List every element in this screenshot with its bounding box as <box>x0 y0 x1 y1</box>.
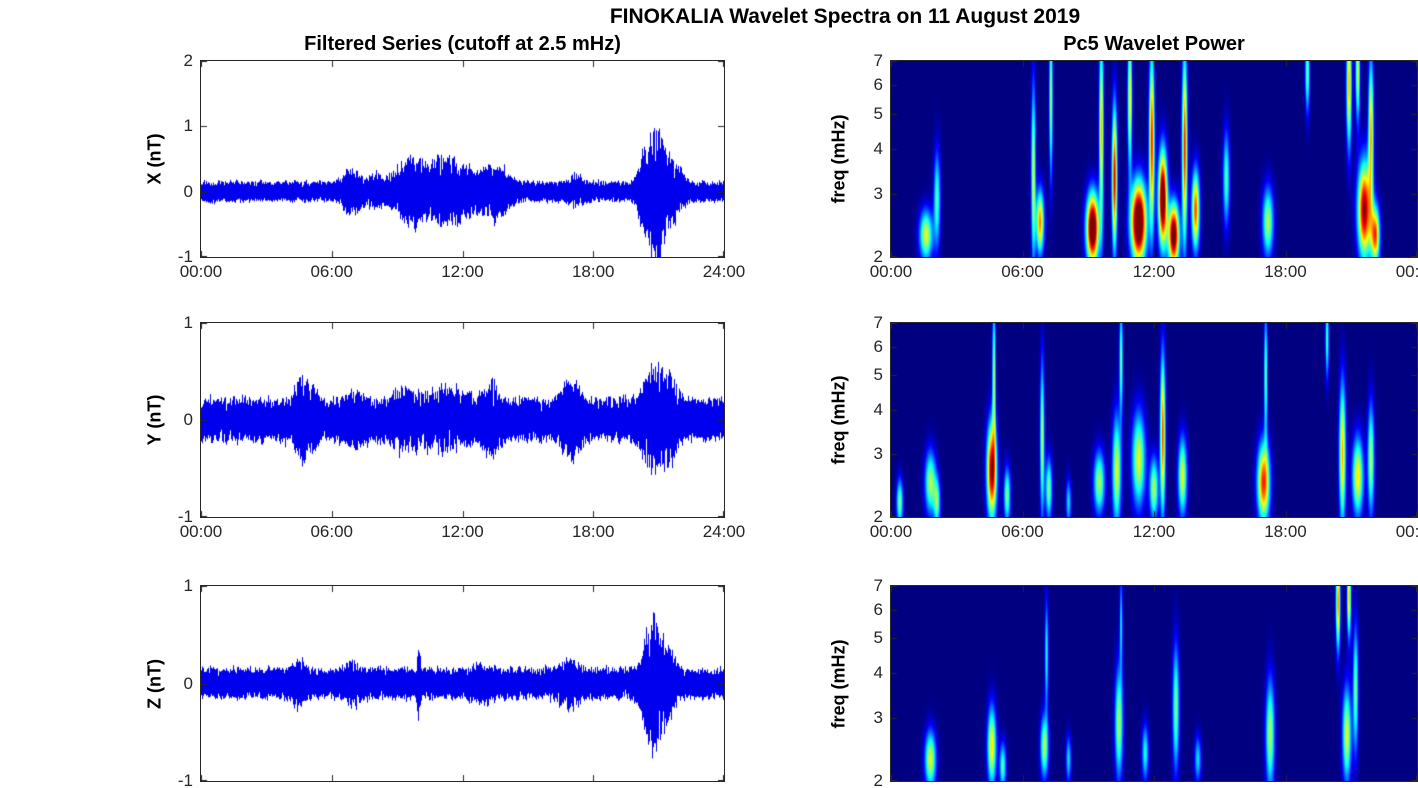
x-tick-label: 12:00 <box>1132 522 1176 541</box>
y-tick-label: 3 <box>873 707 883 727</box>
y-tick-label: 1 <box>183 116 193 136</box>
z-wavelet-heatmap-canvas <box>891 586 1417 781</box>
y-tick-label: 5 <box>873 103 883 123</box>
subplot-y-series: Y (nT) 00:00 06:00 12:00 18:00 24:00 -1 0 1 <box>145 313 746 541</box>
x-tick-label: 06:00 <box>1001 522 1044 541</box>
x-tick-label: 12:00 <box>441 262 484 281</box>
x-tick-label: 24:00 <box>702 262 746 281</box>
x-tick-label: 18:00 <box>571 522 615 541</box>
y-tick-label: 1 <box>183 313 193 332</box>
y-tick-label: 2 <box>873 247 883 266</box>
y-tick-label: 7 <box>873 576 883 595</box>
left-column-title: Filtered Series (cutoff at 2.5 mHz) <box>304 33 621 55</box>
z-series-plot-canvas <box>201 586 724 781</box>
x-tick-label: 00:00 <box>869 522 913 541</box>
y-tick-label: 7 <box>873 313 883 332</box>
y-tick-label: 7 <box>873 51 883 70</box>
y-tick-label: 4 <box>873 138 883 158</box>
y-tick-label: 4 <box>873 399 883 419</box>
x-tick-label: 24:00 <box>702 522 746 541</box>
y-tick-label: 3 <box>873 444 883 464</box>
y-tick-label: 0 <box>183 673 193 693</box>
x-tick-label: 00:00 <box>179 262 223 281</box>
x-tick-label: 12:00 <box>441 522 484 541</box>
y-tick-label: 2 <box>873 771 883 788</box>
y-tick-label: 2 <box>183 51 193 70</box>
subplot-z-series: Z (nT) -1 0 1 <box>145 576 725 788</box>
y-tick-label: 3 <box>873 183 883 203</box>
y-tick-label: 5 <box>873 365 883 385</box>
y-tick-label: 1 <box>183 576 193 595</box>
y-tick-label: 5 <box>873 628 883 648</box>
y-tick-label: -1 <box>177 771 193 788</box>
x-tick-label: 00:00 <box>869 262 913 281</box>
x-tick-label: 00:00 <box>1395 522 1418 541</box>
x-tick-label: 18:00 <box>1264 522 1307 541</box>
subplot-x-series: Filtered Series (cutoff at 2.5 mHz) X (n… <box>145 33 746 281</box>
x-tick-label: 12:00 <box>1132 262 1176 281</box>
y-wavelet-heatmap-canvas <box>891 323 1417 517</box>
x-tick-label: 06:00 <box>1001 262 1044 281</box>
y-tick-label: 4 <box>873 663 883 683</box>
y-tick-label: 6 <box>873 599 883 619</box>
y-tick-label: -1 <box>177 507 193 526</box>
y-series-plot-canvas <box>201 323 724 517</box>
subplot-y-wavelet: freq (mHz) 00:0006:0012:0018:0000:002345… <box>829 313 1418 541</box>
x-tick-label: 18:00 <box>571 262 615 281</box>
x-tick-label: 00:00 <box>1395 262 1418 281</box>
y-tick-label: 0 <box>183 410 193 429</box>
x-tick-label: 00:00 <box>179 522 223 541</box>
x-series-plot-canvas <box>201 61 724 257</box>
subplot-x-wavelet: Pc5 Wavelet Power freq (mHz) 00:00 06:00 1… <box>829 33 1418 281</box>
x-tick-label: 18:00 <box>1264 262 1307 281</box>
y-tick-label: 2 <box>873 507 883 526</box>
x-tick-label: 06:00 <box>310 522 354 541</box>
x-wavelet-heatmap-canvas <box>891 61 1417 257</box>
y-tick-label: 0 <box>183 181 193 201</box>
y-tick-label: 6 <box>873 75 883 95</box>
right-column-title: Pc5 Wavelet Power <box>1063 33 1245 55</box>
x-tick-label: 06:00 <box>310 262 354 281</box>
y-tick-label: -1 <box>177 247 193 266</box>
y-tick-label: 6 <box>873 336 883 356</box>
x-series-y-axis-label: X (nT) <box>144 133 165 185</box>
figure-title: FINOKALIA Wavelet Spectra on 11 August 2… <box>609 5 1081 28</box>
